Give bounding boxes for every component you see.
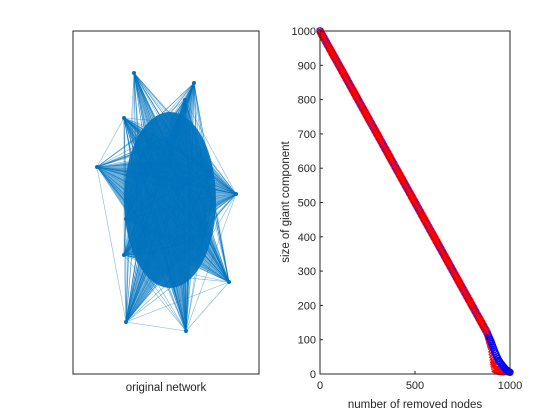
y-tick-label: 300 bbox=[298, 266, 316, 278]
y-tick-label: 400 bbox=[298, 232, 316, 244]
network-node bbox=[192, 81, 196, 85]
network-node bbox=[132, 71, 136, 75]
network-node bbox=[124, 217, 128, 221]
network-node bbox=[208, 170, 212, 174]
network-node bbox=[95, 165, 99, 169]
network-node bbox=[203, 233, 207, 237]
network-edge bbox=[125, 321, 187, 332]
network-core bbox=[97, 73, 236, 331]
network-edge bbox=[185, 281, 230, 332]
network-edge bbox=[184, 99, 237, 195]
network-node bbox=[124, 320, 128, 324]
x-tick-label: 0 bbox=[317, 380, 323, 392]
scatter-panel: 0 100 200 300 400 500 600 700 800 900 1000 0 500 100… bbox=[280, 26, 522, 411]
network-edge bbox=[96, 166, 127, 323]
network-node bbox=[184, 329, 188, 333]
y-axis-ticks: 0 100 200 300 400 500 600 700 800 900 1000 bbox=[292, 26, 323, 381]
network-edge bbox=[183, 277, 230, 283]
x-axis-ticks: 0 500 1000 bbox=[317, 371, 522, 392]
network-edge bbox=[123, 254, 187, 332]
network-node bbox=[234, 192, 238, 196]
x-tick-label: 1000 bbox=[498, 380, 522, 392]
network-edge bbox=[96, 117, 125, 168]
network-edge bbox=[123, 218, 127, 256]
network-node bbox=[122, 253, 126, 257]
network-edge bbox=[133, 72, 143, 130]
network-star-mass bbox=[97, 73, 236, 331]
network-edge bbox=[123, 254, 127, 323]
y-tick-label: 1000 bbox=[292, 26, 316, 38]
network-node bbox=[227, 280, 231, 284]
x-tick-label: 500 bbox=[406, 380, 424, 392]
y-tick-label: 800 bbox=[298, 95, 316, 107]
y-tick-label: 200 bbox=[298, 300, 316, 312]
network-node bbox=[183, 98, 187, 102]
red-x-point bbox=[483, 329, 491, 337]
y-tick-label: 700 bbox=[298, 129, 316, 141]
y-tick-label: 500 bbox=[298, 198, 316, 210]
y-tick-label: 100 bbox=[298, 335, 316, 347]
network-node bbox=[122, 116, 126, 120]
network-nodes bbox=[95, 71, 238, 333]
y-tick-label: 600 bbox=[298, 163, 316, 175]
series-red-x-front bbox=[316, 27, 491, 337]
scatter-ylabel: size of giant component bbox=[280, 140, 292, 262]
network-xlabel: original network bbox=[126, 382, 207, 394]
y-tick-label: 900 bbox=[298, 60, 316, 72]
y-tick-label: 0 bbox=[310, 369, 316, 381]
network-node bbox=[138, 163, 142, 167]
scatter-xlabel: number of removed nodes bbox=[348, 399, 482, 411]
network-panel: original network bbox=[72, 30, 260, 394]
